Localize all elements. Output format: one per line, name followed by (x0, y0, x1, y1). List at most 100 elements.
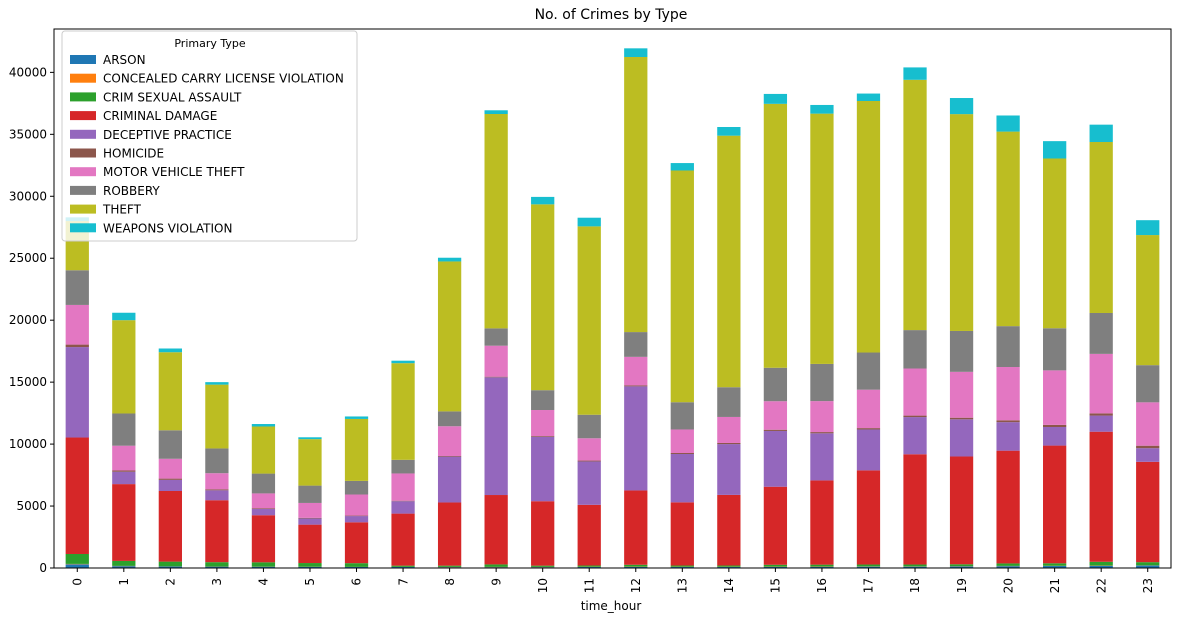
legend-swatch (70, 167, 96, 176)
bar-segment (531, 436, 554, 437)
bar-segment (1090, 142, 1113, 313)
bar-segment (810, 105, 833, 114)
bar-segment (438, 411, 461, 426)
bar-segment (810, 401, 833, 432)
bar-segment (764, 565, 787, 567)
x-tick-label: 11 (582, 578, 596, 593)
bar-segment (252, 562, 275, 566)
bar-segment (345, 495, 368, 516)
legend-title: Primary Type (174, 37, 246, 50)
bar-segment (903, 369, 926, 416)
bar-segment (345, 516, 368, 517)
bar-segment (531, 390, 554, 410)
bar-segment (391, 473, 414, 500)
bar-segment (764, 104, 787, 368)
bar-segment (903, 416, 926, 417)
bar-segment (345, 416, 368, 418)
bar-segment (205, 489, 228, 490)
bar-segment (1043, 427, 1066, 446)
bar-segment (717, 495, 740, 566)
bar-segment (903, 417, 926, 454)
bar-segment (159, 349, 182, 353)
bar-segment (950, 418, 973, 420)
legend-label: MOTOR VEHICLE THEFT (103, 165, 245, 179)
bar-segment (205, 500, 228, 562)
bar-segment (159, 491, 182, 562)
bar-segment (1136, 562, 1159, 565)
bar-segment (205, 382, 228, 384)
bar-segment (159, 430, 182, 459)
bar-segment (624, 332, 647, 357)
legend-label: HOMICIDE (103, 147, 164, 161)
legend-swatch (70, 223, 96, 232)
bar-segment (1136, 235, 1159, 365)
bar-segment (764, 368, 787, 401)
bar-segment (298, 525, 321, 563)
bar-segment (298, 518, 321, 519)
x-tick-label: 12 (629, 578, 643, 593)
bar-segment (671, 453, 694, 454)
bar-segment (485, 495, 508, 564)
bar-segment (996, 132, 1019, 327)
legend-label: CRIMINAL DAMAGE (103, 109, 217, 123)
bar-segment (764, 487, 787, 565)
bar-segment (857, 429, 880, 470)
bar-segment (717, 566, 740, 567)
bar-segment (624, 385, 647, 386)
legend-swatch (70, 186, 96, 195)
bar-segment (996, 563, 1019, 565)
bar-segment (345, 563, 368, 567)
bar-segment (485, 328, 508, 345)
bar-segment (671, 171, 694, 403)
bar-segment (1090, 354, 1113, 413)
y-tick-label: 15000 (9, 375, 47, 389)
bar-segment (485, 114, 508, 328)
legend-swatch (70, 149, 96, 158)
bar-segment (252, 427, 275, 474)
bar-segment (1136, 462, 1159, 562)
bar-segment (391, 501, 414, 513)
bar-segment (764, 94, 787, 104)
bar-segment (205, 473, 228, 489)
bar-segment (345, 481, 368, 495)
bar-segment (1043, 328, 1066, 370)
legend-label: ARSON (103, 53, 146, 67)
bar-segment (298, 503, 321, 518)
bar-segment (903, 67, 926, 79)
bar-segment (438, 261, 461, 411)
bar-segment (159, 479, 182, 480)
y-tick-label: 25000 (9, 251, 47, 265)
bar-segment (252, 424, 275, 426)
bar-segment (485, 377, 508, 495)
bar-segment (810, 432, 833, 433)
bar-segment (764, 430, 787, 431)
chart-title: No. of Crimes by Type (535, 7, 688, 23)
bar-segment (903, 454, 926, 564)
bar-segment (438, 502, 461, 565)
bar-segment (996, 422, 1019, 451)
bar-segment (578, 226, 601, 414)
legend-swatch (70, 130, 96, 139)
bar-segment (810, 114, 833, 364)
x-tick-label: 23 (1141, 578, 1155, 593)
bar-segment (1090, 416, 1113, 432)
legend-swatch (70, 92, 96, 101)
bar-segment (1136, 365, 1159, 402)
x-tick-label: 16 (815, 578, 829, 593)
legend-label: DECEPTIVE PRACTICE (103, 128, 232, 142)
x-tick-label: 13 (676, 578, 690, 593)
bar-segment (717, 127, 740, 136)
bar-segment (485, 377, 508, 378)
bar-segment (624, 48, 647, 57)
bar-segment (717, 443, 740, 444)
bar-segment (485, 564, 508, 566)
bar-segment (159, 459, 182, 479)
bar-segment (996, 367, 1019, 420)
bar-segment (578, 461, 601, 504)
bar-segment (205, 448, 228, 473)
bar-segment (624, 357, 647, 386)
x-tick-label: 7 (396, 578, 410, 586)
x-tick-label: 15 (769, 578, 783, 593)
bar-segment (205, 385, 228, 449)
